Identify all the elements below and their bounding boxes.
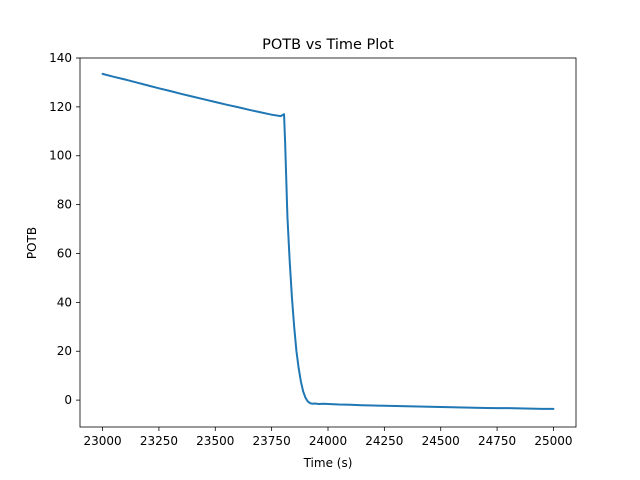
y-axis: 0 20 40 60 80 100 120 140 [49,51,80,407]
x-tick-label: 23500 [196,434,234,448]
y-tick-label: 20 [57,344,72,358]
y-tick-label: 80 [57,198,72,212]
chart-title: POTB vs Time Plot [262,37,394,53]
y-tick-label: 0 [64,393,72,407]
x-axis: 23000 23250 23500 23750 24000 24250 24500 24750… [83,427,573,448]
x-tick-label: 24250 [365,434,403,448]
x-tick-label: 23250 [140,434,178,448]
y-tick-label: 140 [49,51,72,65]
y-axis-label: POTB [25,227,39,259]
y-tick-label: 60 [57,246,72,260]
x-tick-label: 23000 [83,434,121,448]
x-tick-label: 23750 [253,434,291,448]
x-tick-label: 25000 [534,434,572,448]
y-tick-label: 120 [49,100,72,114]
x-tick-label: 24000 [309,434,347,448]
series-line-0 [101,72,555,410]
y-tick-label: 100 [49,149,72,163]
x-tick-label: 24500 [422,434,460,448]
y-tick-label: 40 [57,295,72,309]
x-axis-label: Time (s) [303,456,353,470]
plot-area [101,72,555,410]
x-tick-label: 24750 [478,434,516,448]
